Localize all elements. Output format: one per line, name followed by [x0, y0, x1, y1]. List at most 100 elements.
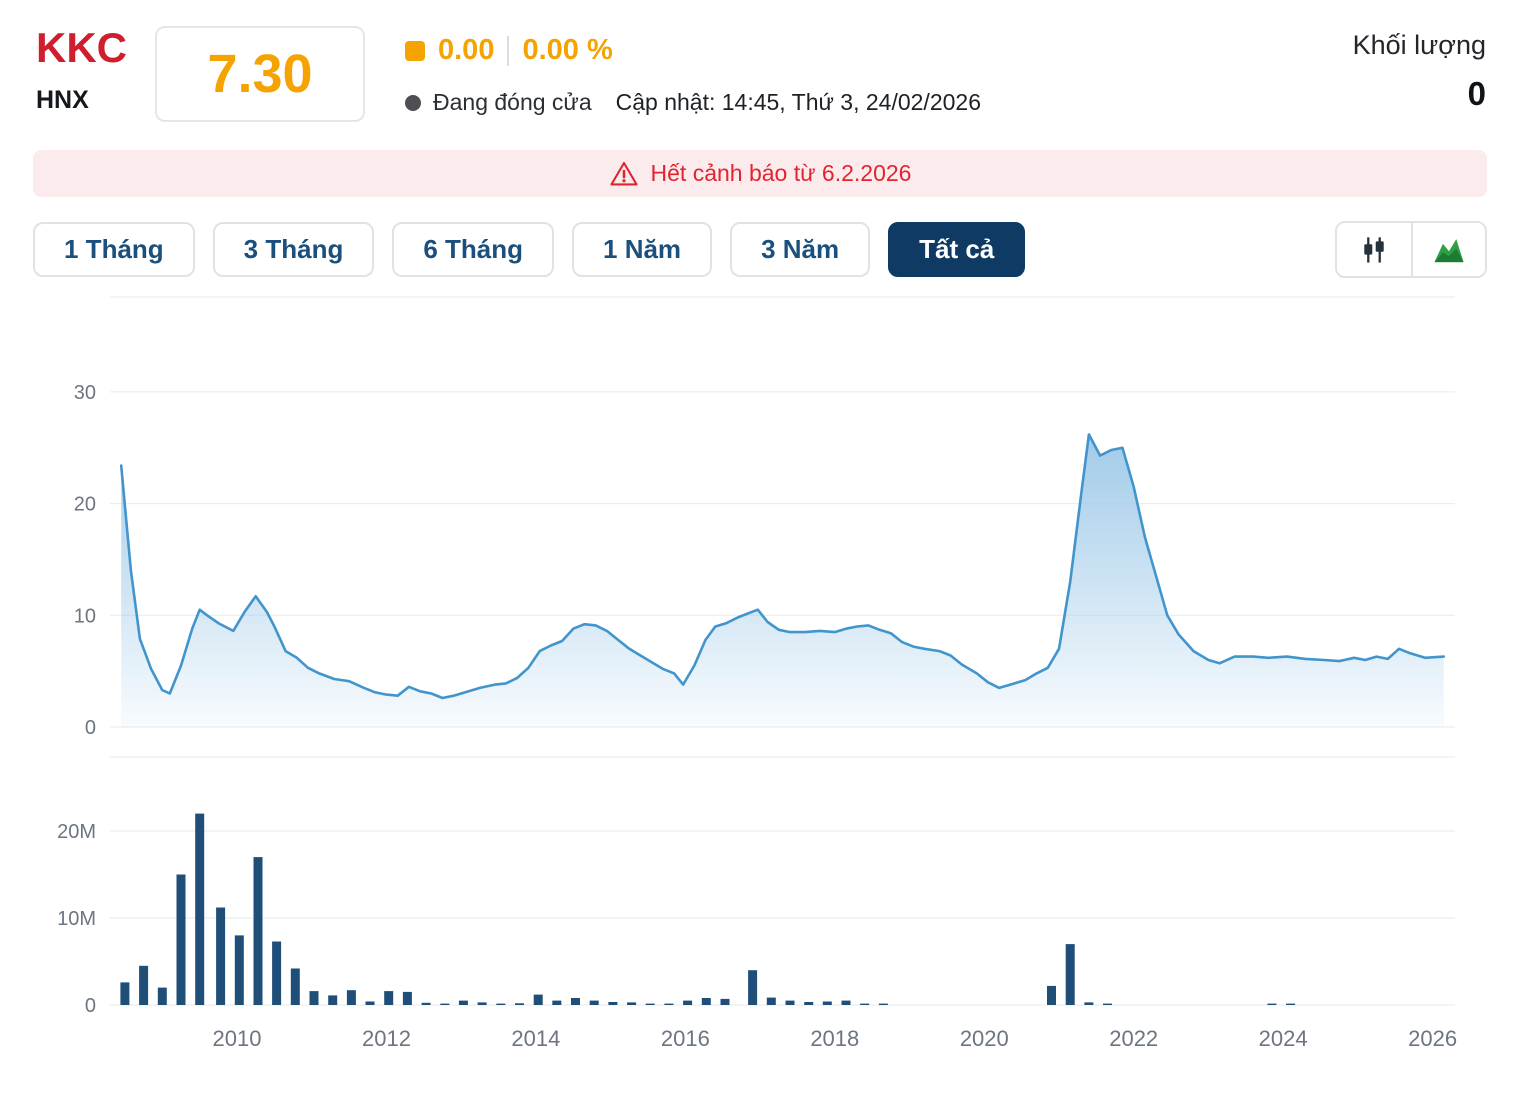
volume-block: Khối lượng 0 [1353, 26, 1486, 113]
price-box: 7.30 [155, 26, 365, 122]
volume-value: 0 [1467, 75, 1486, 112]
volume-bar [365, 1001, 375, 1005]
change-row: 0.00 0.00 % [405, 34, 981, 67]
warning-text: Hết cảnh báo từ 6.2.2026 [650, 160, 912, 186]
warning-banner: Hết cảnh báo từ 6.2.2026 [33, 150, 1487, 197]
price-line [119, 433, 1446, 700]
range-button-3m[interactable]: 3 Tháng [212, 222, 375, 277]
volume-bar [533, 994, 543, 1005]
price-area [121, 434, 1444, 727]
volume-bar [157, 987, 167, 1005]
volume-bar [720, 998, 730, 1005]
price-change-percent: 0.00 % [522, 34, 613, 66]
y-tick-label: 30 [74, 382, 96, 404]
price-chart[interactable]: 0 10 20 30 [0, 292, 1520, 747]
volume-bar [627, 1002, 637, 1005]
volume-bar [552, 1000, 562, 1005]
chart-type-toggle [1335, 221, 1487, 278]
divider [507, 35, 510, 66]
volume-bar [1047, 985, 1056, 1005]
market-status-icon [405, 94, 421, 111]
ticker-block: KKC HNX [36, 24, 127, 115]
x-tick-label: 2012 [362, 1026, 411, 1051]
change-indicator-icon [405, 40, 425, 61]
y-tick-label: 0 [85, 717, 96, 739]
volume-bar [176, 874, 186, 1005]
volume-bar [253, 857, 263, 1005]
y-tick-label: 10M [57, 908, 96, 930]
last-updated: Cập nhật: 14:45, Thứ 3, 24/02/2026 [615, 89, 981, 115]
x-tick-label: 2024 [1259, 1026, 1308, 1051]
volume-bar [1267, 1003, 1277, 1005]
volume-bar [841, 1000, 851, 1005]
candlestick-chart-button[interactable] [1337, 223, 1411, 276]
x-tick-label: 2018 [810, 1026, 859, 1051]
volume-bar [384, 991, 394, 1005]
range-button-1y[interactable]: 1 Năm [572, 222, 713, 277]
volume-bar [571, 998, 580, 1005]
volume-label: Khối lượng [1352, 30, 1486, 60]
volume-bar [589, 1000, 599, 1005]
ticker-symbol: KKC [36, 24, 127, 71]
volume-bar [458, 1000, 468, 1005]
y-tick-label: 20 [74, 494, 96, 516]
area-chart-button[interactable] [1411, 223, 1485, 276]
range-button-3y[interactable]: 3 Năm [730, 222, 871, 277]
market-status: Đang đóng cửa [433, 89, 592, 115]
x-tick-label: 2010 [213, 1026, 262, 1051]
y-tick-label: 10 [74, 605, 96, 627]
volume-bar [608, 1002, 618, 1005]
volume-bar [748, 970, 758, 1005]
volume-bar [272, 941, 282, 1005]
exchange-label: HNX [36, 86, 89, 115]
volume-bar [701, 998, 711, 1005]
charts: 0 10 20 30 0 10M 20M 2010 2012 2014 2016 2018 2020 2… [0, 292, 1520, 1067]
volume-bar [290, 968, 300, 1005]
x-tick-label: 2020 [960, 1026, 1009, 1051]
range-button-1m[interactable]: 1 Tháng [33, 222, 195, 277]
volume-bar [878, 1003, 888, 1005]
volume-bar [309, 991, 319, 1005]
volume-bar [645, 1003, 655, 1005]
area-chart-icon [1434, 238, 1464, 262]
chart-controls: 1 Tháng 3 Tháng 6 Tháng 1 Năm 3 Năm Tất cả [33, 221, 1487, 278]
volume-bar [402, 991, 412, 1005]
volume-bar [664, 1003, 674, 1005]
candlestick-icon [1364, 236, 1384, 263]
range-buttons: 1 Tháng 3 Tháng 6 Tháng 1 Năm 3 Năm Tất cả [33, 222, 1026, 277]
volume-bar [346, 990, 356, 1005]
warning-icon [609, 161, 638, 185]
x-tick-label: 2026 [1408, 1026, 1457, 1051]
volume-bar [195, 813, 205, 1005]
volume-chart[interactable]: 0 10M 20M 2010 2012 2014 2016 2018 2020 2022 2024 2… [0, 752, 1520, 1062]
volume-bar [785, 1000, 795, 1005]
volume-bar [1103, 1003, 1112, 1005]
range-button-all[interactable]: Tất cả [888, 222, 1026, 277]
volume-bar [1065, 944, 1075, 1005]
volume-bar [328, 995, 338, 1005]
header: KKC HNX 7.30 0.00 0.00 % Đang đóng cửa C… [0, 0, 1520, 122]
volume-bar [477, 1002, 487, 1005]
change-block: 0.00 0.00 % Đang đóng cửa Cập nhật: 14:4… [405, 26, 981, 116]
current-price: 7.30 [207, 44, 313, 104]
volume-bar [421, 1002, 431, 1005]
volume-bar [683, 1000, 693, 1005]
volume-bar [822, 1001, 832, 1005]
price-change: 0.00 [438, 34, 495, 66]
x-tick-label: 2014 [511, 1026, 560, 1051]
y-tick-label: 20M [57, 821, 96, 843]
volume-bar [139, 965, 149, 1005]
volume-bar [804, 1002, 814, 1005]
volume-bar [496, 1003, 506, 1005]
x-tick-label: 2022 [1109, 1026, 1158, 1051]
volume-bar [440, 1003, 450, 1005]
status-row: Đang đóng cửa Cập nhật: 14:45, Thứ 3, 24… [405, 89, 981, 116]
y-tick-label: 0 [85, 995, 96, 1017]
range-button-6m[interactable]: 6 Tháng [392, 222, 555, 277]
volume-bar [1084, 1002, 1094, 1005]
x-tick-label: 2016 [661, 1026, 710, 1051]
volume-bar [234, 935, 244, 1005]
volume-bar [1286, 1003, 1296, 1005]
volume-bar [120, 982, 130, 1005]
